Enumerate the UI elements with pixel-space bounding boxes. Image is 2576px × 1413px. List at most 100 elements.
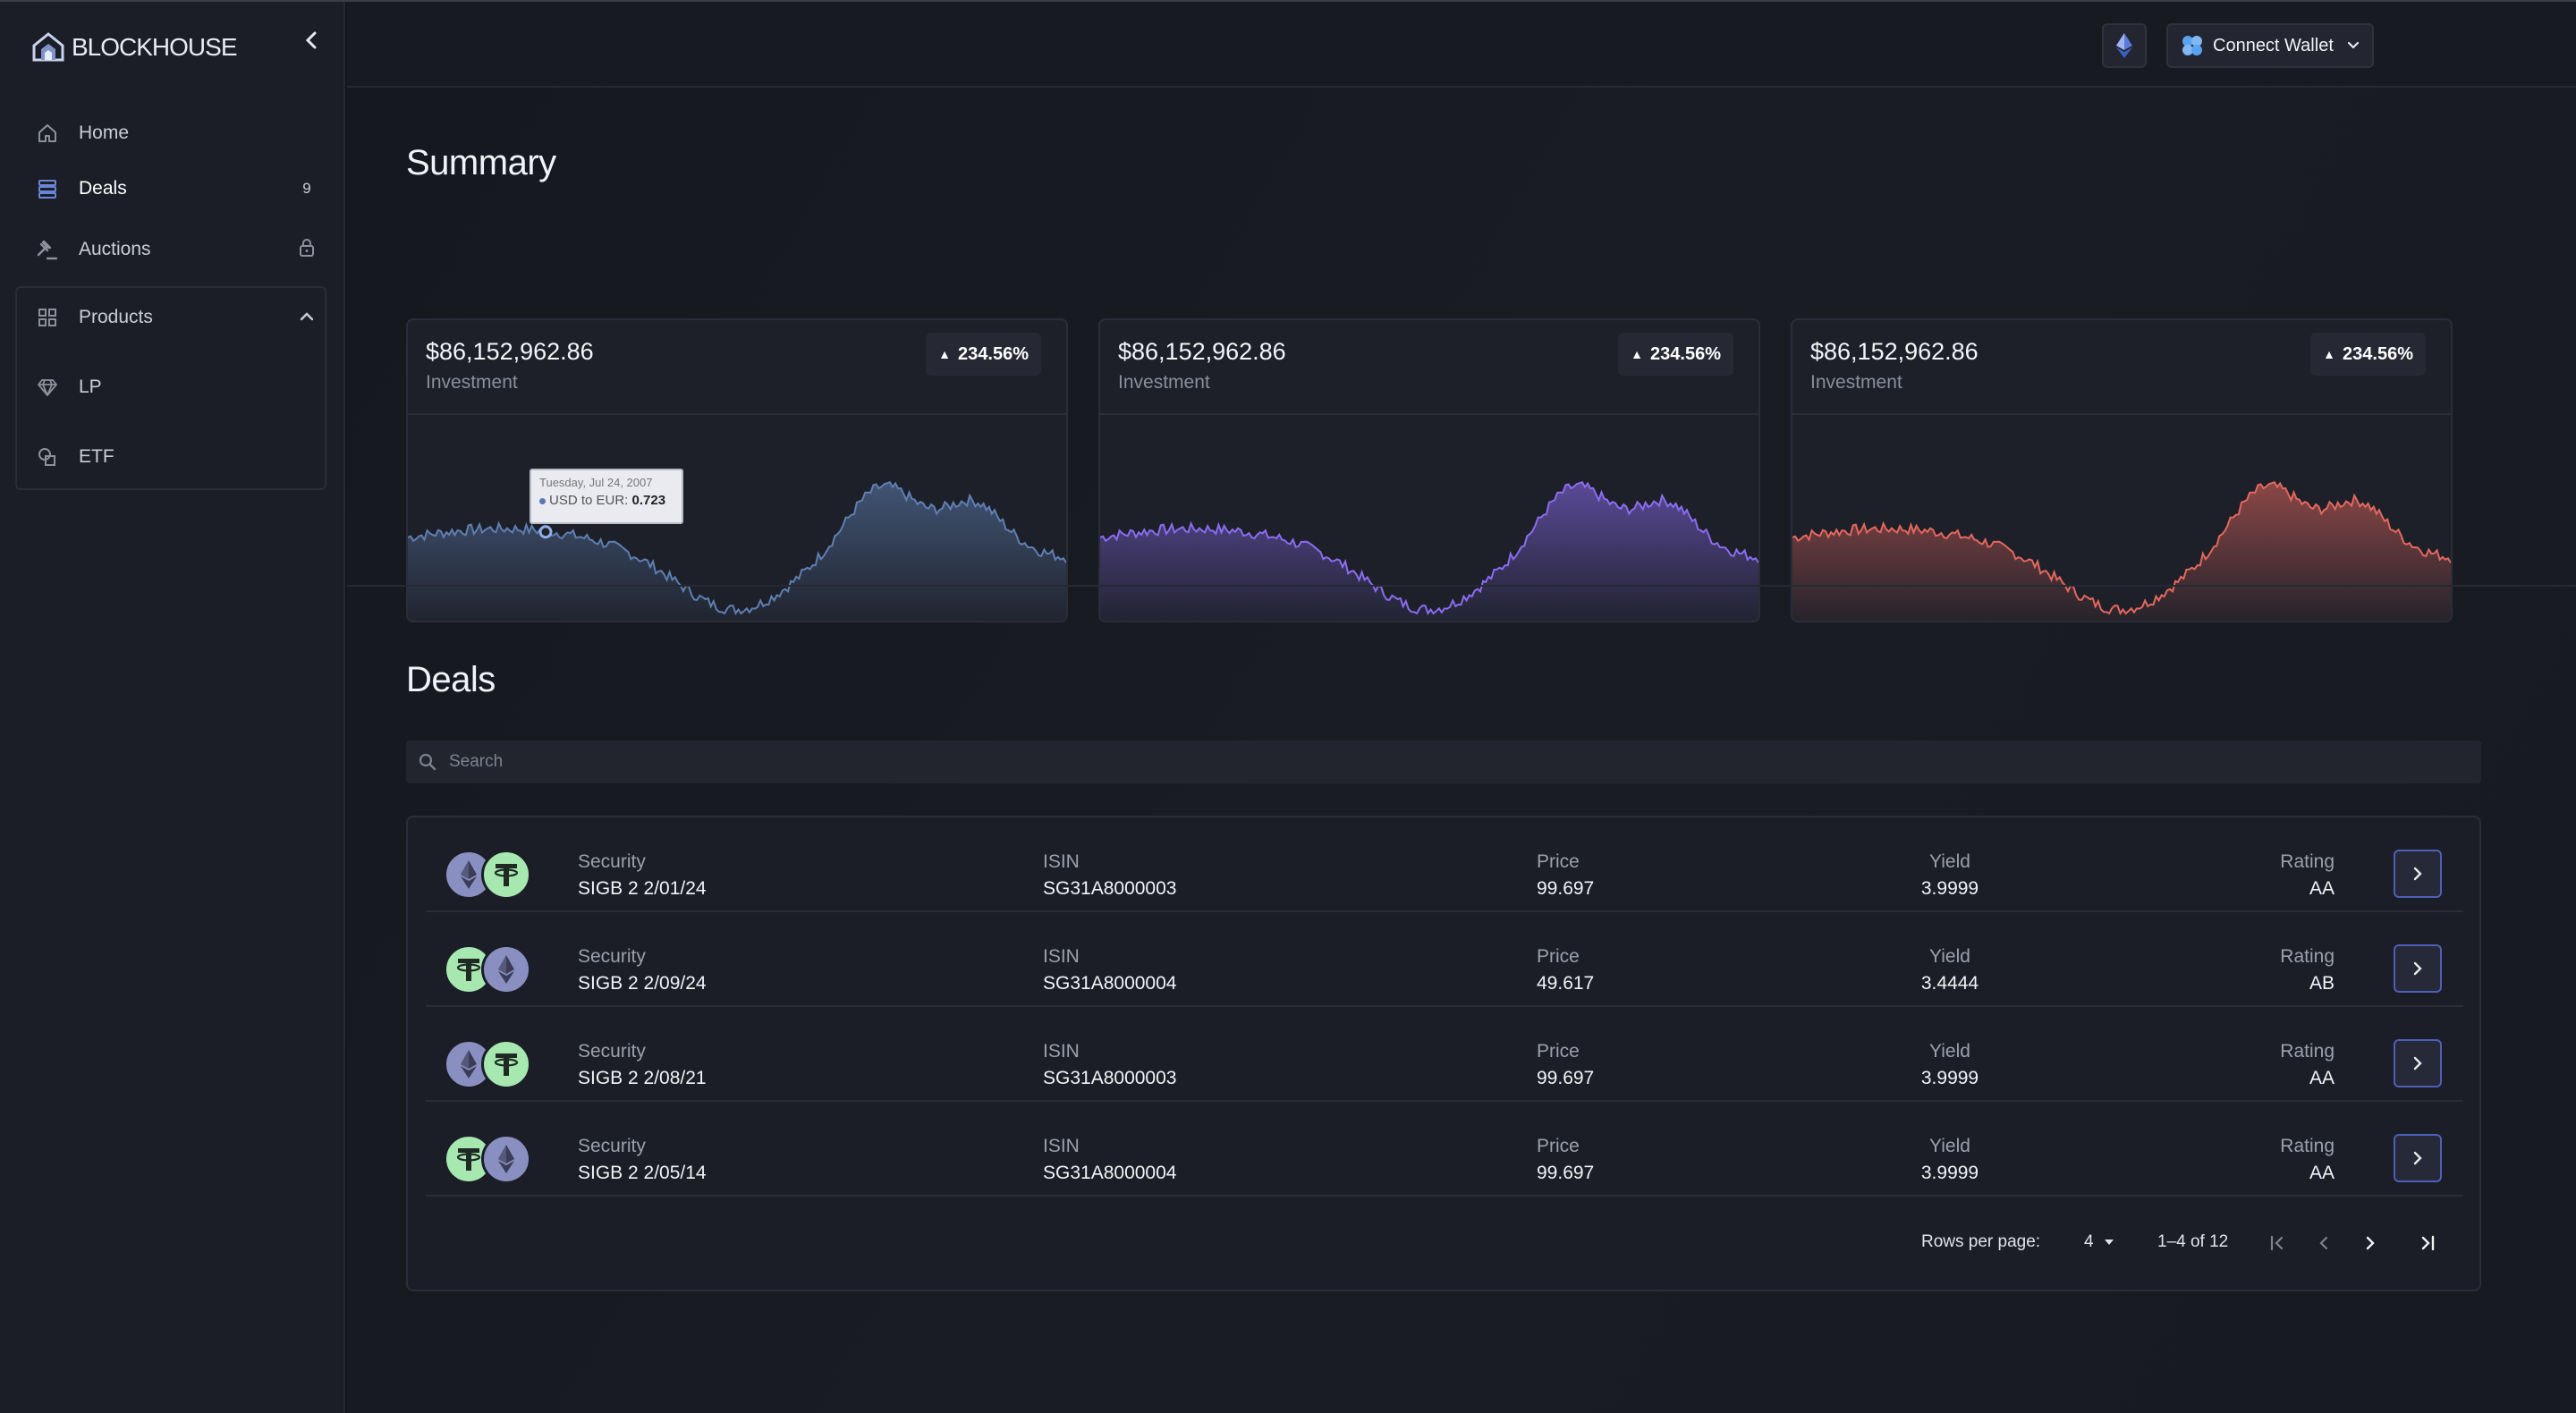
sidebar-item-label: Products (79, 307, 153, 327)
network-button[interactable] (2102, 23, 2147, 68)
price-label: Price (1537, 1041, 1580, 1062)
last-page-icon (2421, 1235, 2435, 1251)
yield-cell: Yield 3.4444 (1896, 946, 2004, 994)
chart-tooltip: Tuesday, Jul 24, 2007 USD to EUR: 0.723 (530, 469, 683, 524)
previous-page-button[interactable] (2306, 1225, 2342, 1261)
isin-value: SG31A8000004 (1043, 973, 1177, 994)
blockhouse-logo-icon (32, 32, 64, 62)
price-value: 99.697 (1537, 1163, 1595, 1183)
sidebar-item-etf[interactable]: ETF (34, 435, 320, 479)
top-header: Connect Wallet (347, 2, 2576, 88)
logo[interactable]: BLOCKHOUSE (30, 25, 237, 70)
rows-per-page-select[interactable]: 4 (2084, 1232, 2117, 1252)
tether-icon (481, 1039, 531, 1089)
sidebar-item-label: LP (79, 377, 102, 397)
pagination-range: 1–4 of 12 (2157, 1232, 2229, 1251)
first-page-button[interactable] (2259, 1225, 2295, 1261)
sidebar: BLOCKHOUSE Home Deals 9 Auctions Product (0, 2, 345, 1413)
chevron-right-icon (2413, 867, 2422, 881)
connect-wallet-button[interactable]: Connect Wallet (2166, 23, 2374, 68)
search-input[interactable] (449, 752, 2238, 772)
pagination: Rows per page: 4 1–4 of 12 (408, 1216, 2483, 1270)
isin-value: SG31A8000003 (1043, 878, 1177, 899)
tooltip-series: USD to EUR: (549, 493, 629, 508)
security-value: SIGB 2 2/09/24 (578, 973, 707, 994)
deals-count-badge: 9 (302, 180, 311, 197)
summary-card: $86,152,962.86 Investment ▲ 234.56% (1098, 318, 1760, 622)
chevron-up-icon (293, 309, 320, 326)
open-deal-button[interactable] (2394, 1039, 2442, 1087)
change-value: 234.56% (1650, 343, 1721, 364)
section-divider (347, 585, 2576, 587)
isin-cell: ISIN SG31A8000004 (1043, 1136, 1176, 1184)
app-name: BLOCKHOUSE (72, 33, 237, 61)
area-chart[interactable] (408, 415, 1066, 622)
area-chart[interactable] (1792, 415, 2451, 622)
sidebar-item-label: Home (79, 123, 130, 143)
sidebar-item-home[interactable]: Home (34, 111, 320, 156)
sidebar-item-deals[interactable]: Deals 9 (34, 166, 320, 211)
top-border (0, 0, 2576, 2)
price-label: Price (1537, 1136, 1580, 1156)
price-cell: Price 49.617 (1537, 946, 1594, 994)
collapse-sidebar-button[interactable] (299, 25, 324, 55)
investment-label: Investment (1810, 372, 1902, 393)
tooltip-value: 0.723 (631, 493, 666, 508)
chevron-down-icon (2347, 41, 2359, 49)
hover-point (538, 525, 553, 539)
tooltip-date: Tuesday, Jul 24, 2007 (539, 476, 653, 489)
arrow-up-icon: ▲ (2323, 347, 2336, 361)
coin-pair (444, 1134, 533, 1186)
search-bar[interactable] (406, 740, 2481, 783)
deals-icon (34, 175, 61, 202)
next-page-button[interactable] (2352, 1225, 2388, 1261)
price-label: Price (1537, 946, 1580, 967)
grid-icon (34, 304, 61, 331)
rating-cell: Rating AA (2241, 1041, 2334, 1089)
change-value: 234.56% (958, 343, 1029, 364)
sidebar-item-products[interactable]: Products (34, 295, 320, 340)
security-cell: Security SIGB 2 2/08/21 (578, 1041, 707, 1089)
open-deal-button[interactable] (2394, 850, 2442, 898)
isin-value: SG31A8000004 (1043, 1163, 1177, 1183)
coin-pair (444, 850, 533, 901)
investment-amount: $86,152,962.86 (426, 338, 594, 365)
rating-value: AB (2309, 973, 2334, 994)
chevron-right-icon (2413, 1056, 2422, 1070)
search-icon (419, 753, 436, 771)
open-deal-button[interactable] (2394, 944, 2442, 993)
sidebar-item-auctions[interactable]: Auctions (34, 227, 320, 272)
change-badge: ▲ 234.56% (926, 333, 1041, 376)
open-deal-button[interactable] (2394, 1134, 2442, 1182)
wallet-connect-icon (2182, 36, 2202, 55)
sidebar-item-lp[interactable]: LP (34, 365, 320, 410)
price-cell: Price 99.697 (1537, 1136, 1594, 1184)
chevron-left-icon (305, 31, 317, 49)
tether-icon (481, 850, 531, 900)
change-value: 234.56% (2343, 343, 2413, 364)
investment-label: Investment (426, 372, 518, 393)
security-label: Security (578, 946, 646, 967)
price-value: 99.697 (1537, 878, 1595, 899)
rating-cell: Rating AA (2241, 1136, 2334, 1184)
diamond-icon (34, 374, 61, 401)
security-cell: Security SIGB 2 2/05/14 (578, 1136, 707, 1184)
products-group (15, 286, 326, 490)
table-row: Security SIGB 2 2/01/24 ISIN SG31A8000003 Pr… (426, 817, 2463, 912)
sidebar-item-label: Deals (79, 178, 127, 199)
rows-per-page-value: 4 (2084, 1232, 2094, 1251)
last-page-button[interactable] (2410, 1225, 2445, 1261)
area-chart[interactable] (1100, 415, 1758, 622)
chevron-right-icon (2366, 1236, 2375, 1250)
rating-label: Rating (2280, 851, 2334, 872)
sidebar-item-label: Auctions (79, 239, 151, 259)
card-divider (408, 413, 1066, 415)
isin-cell: ISIN SG31A8000004 (1043, 946, 1176, 994)
isin-cell: ISIN SG31A8000003 (1043, 1041, 1176, 1089)
isin-value: SG31A8000003 (1043, 1068, 1177, 1088)
connect-wallet-label: Connect Wallet (2213, 35, 2334, 55)
isin-cell: ISIN SG31A8000003 (1043, 851, 1176, 900)
rating-label: Rating (2280, 1136, 2334, 1156)
ethereum-icon (2116, 33, 2132, 58)
card-divider (1100, 413, 1758, 415)
